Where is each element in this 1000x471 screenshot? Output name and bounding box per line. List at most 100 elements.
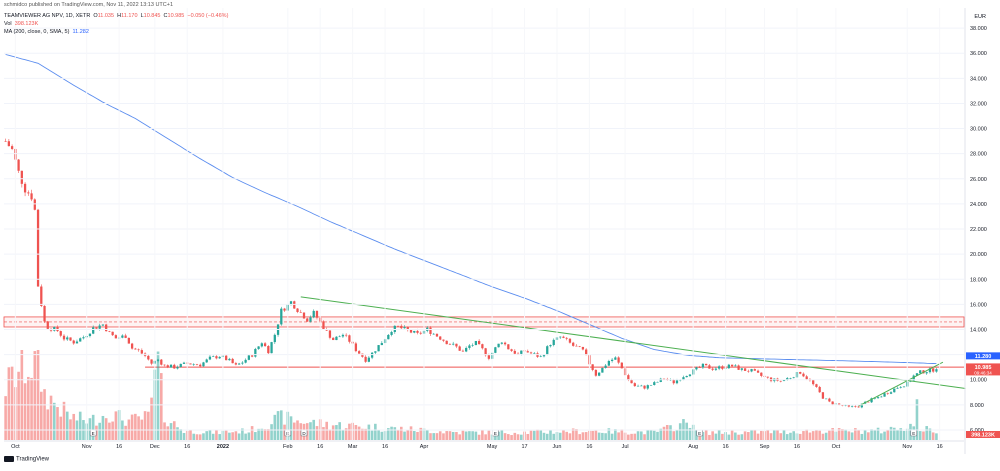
volume-bar — [393, 427, 397, 440]
candle-body — [672, 379, 675, 384]
candle-body — [445, 340, 448, 345]
x-tick-label: 16 — [116, 444, 122, 450]
volume-legend: Vol 398.123K — [4, 21, 38, 28]
volume-bar — [808, 432, 812, 440]
volume-bar — [400, 426, 403, 440]
volume-bar — [630, 433, 633, 440]
volume-bar — [218, 434, 221, 440]
x-tick-label: Nov — [82, 444, 92, 450]
candle-body — [925, 372, 928, 374]
candle-body — [166, 365, 169, 368]
candle-body — [377, 345, 380, 352]
volume-bar — [604, 433, 607, 440]
volume-bar — [104, 418, 108, 440]
candle-body — [478, 340, 481, 345]
volume-bar — [435, 433, 439, 440]
candle-body — [95, 327, 98, 329]
volume-badge-text: 398.123K — [971, 433, 995, 439]
volume-bar — [549, 430, 552, 440]
candle-body — [98, 325, 101, 329]
candle-body — [838, 403, 841, 405]
volume-bar — [331, 425, 335, 440]
candle-body — [364, 356, 367, 362]
x-tick-label: Sep — [760, 444, 770, 450]
volume-bar — [750, 430, 753, 440]
candle-body — [273, 334, 276, 343]
volume-bar — [17, 371, 20, 440]
ma-legend: MA (200, close, 0, SMA, 5) 11.282 — [4, 29, 89, 36]
candle-body — [627, 375, 630, 380]
event-marker-label: E — [912, 431, 915, 436]
volume-bar — [257, 428, 260, 440]
volume-bar — [56, 407, 59, 440]
candle-body — [503, 342, 507, 345]
x-tick-label: Feb — [283, 444, 292, 450]
volume-bar — [675, 429, 679, 440]
candle-body — [111, 331, 114, 336]
volume-bar — [597, 432, 601, 440]
candle-body — [610, 359, 614, 361]
volume-bar — [520, 434, 523, 440]
volume-bar — [581, 432, 585, 440]
symbol-name[interactable]: TEAMVIEWER AG NPV, 1D, XETR — [4, 13, 91, 19]
ma-200-line — [5, 54, 937, 365]
volume-bar — [802, 431, 805, 440]
volume-bar — [714, 433, 718, 440]
candle-body — [594, 369, 598, 376]
volume-bar — [558, 432, 562, 440]
candle-body — [919, 370, 922, 374]
candle-body — [688, 374, 692, 376]
volume-bar — [633, 433, 637, 440]
candle-body — [374, 351, 377, 353]
volume-bar — [500, 430, 504, 440]
volume-bar — [636, 431, 640, 440]
candle-body — [163, 364, 166, 366]
candle-body — [743, 368, 747, 371]
volume-bar — [23, 383, 27, 440]
volume-bar — [208, 429, 212, 440]
tradingview-branding[interactable]: TradingView — [4, 456, 49, 463]
candle-body — [659, 378, 662, 382]
volume-bar — [406, 430, 410, 440]
candle-body — [789, 378, 792, 379]
volume-bar — [665, 425, 669, 440]
volume-bar — [870, 429, 873, 440]
candle-body — [75, 341, 79, 344]
volume-bar — [458, 434, 461, 440]
candle-body — [585, 349, 588, 356]
candle-body — [244, 359, 247, 363]
candle-body — [147, 355, 150, 360]
candle-body — [815, 384, 818, 387]
volume-bar — [179, 429, 183, 440]
volume-bar — [831, 428, 834, 440]
currency-label[interactable]: EUR — [974, 14, 986, 20]
volume-bar — [348, 423, 351, 440]
volume-bar — [854, 428, 857, 440]
volume-label[interactable]: Vol — [4, 21, 12, 27]
candle-body — [228, 358, 231, 361]
volume-bar — [137, 416, 140, 440]
volume-bar — [215, 429, 218, 440]
candle-body — [82, 337, 85, 339]
candle-body — [539, 356, 542, 357]
volume-bar — [701, 431, 705, 440]
volume-bar — [241, 428, 244, 440]
volume-bar — [792, 431, 796, 440]
candle-body — [500, 342, 503, 344]
candle-body — [718, 366, 721, 369]
candle-body — [380, 343, 383, 346]
candle-body — [406, 327, 409, 330]
candle-body — [828, 398, 831, 402]
countdown-text: 09:46:34 — [974, 370, 992, 375]
candle-body — [452, 343, 455, 345]
volume-bar — [662, 426, 666, 440]
candle-body — [850, 406, 854, 407]
candle-body — [231, 358, 234, 364]
close-label: C — [163, 13, 168, 19]
candle-body — [821, 392, 825, 399]
y-tick-label: 22.000 — [970, 227, 987, 233]
candle-body — [59, 331, 62, 336]
ma-label[interactable]: MA (200, close, 0, SMA, 5) — [4, 29, 70, 35]
candle-body — [844, 405, 847, 406]
